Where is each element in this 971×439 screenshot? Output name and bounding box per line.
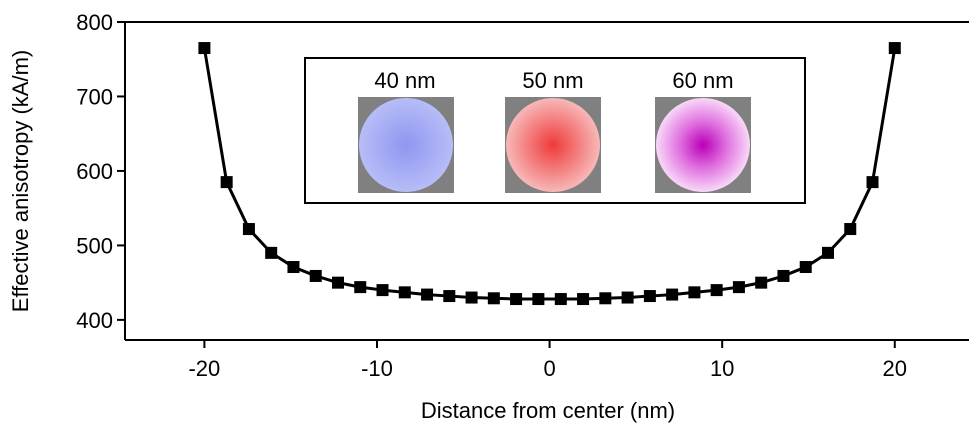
marker [220,176,233,189]
marker [398,286,411,299]
inset-image [359,98,453,192]
x-tick-label: 0 [543,356,555,381]
inset-image [506,98,600,192]
x-tick-label: 10 [710,356,734,381]
marker [309,269,322,282]
marker [510,293,523,306]
marker [799,261,812,274]
y-tick-label: 700 [76,84,113,109]
marker [554,293,567,306]
inset-label: 40 nm [374,68,435,93]
marker [487,292,500,305]
x-tick-label: -20 [188,356,220,381]
marker [443,290,456,303]
inset: 40 nm 50 nm 60 nm [304,57,806,204]
inset-image [656,98,750,192]
marker [599,292,612,305]
marker [732,281,745,294]
marker [888,42,901,55]
y-tick-label: 500 [76,233,113,258]
marker [866,176,879,189]
marker [844,223,857,236]
marker [265,246,278,259]
marker [354,281,367,294]
inset-label: 60 nm [672,68,733,93]
marker [821,246,834,259]
marker [376,284,389,297]
marker [465,291,478,304]
marker [643,290,656,303]
marker [577,293,590,306]
y-axis-label: Effective anisotropy (kA/m) [8,50,33,312]
marker [688,286,701,299]
marker [666,288,679,301]
marker [287,261,300,274]
y-tick-label: 800 [76,10,113,35]
y-tick-label: 600 [76,159,113,184]
marker [421,288,434,301]
marker [242,223,255,236]
marker [532,293,545,306]
marker [710,284,723,297]
marker [331,276,344,289]
x-tick-label: -10 [361,356,393,381]
marker [198,42,211,55]
inset-label: 50 nm [522,68,583,93]
x-axis-label: Distance from center (nm) [421,398,675,423]
marker [777,269,790,282]
marker [621,291,634,304]
marker [755,276,768,289]
x-tick-label: 20 [883,356,907,381]
y-tick-label: 400 [76,308,113,333]
